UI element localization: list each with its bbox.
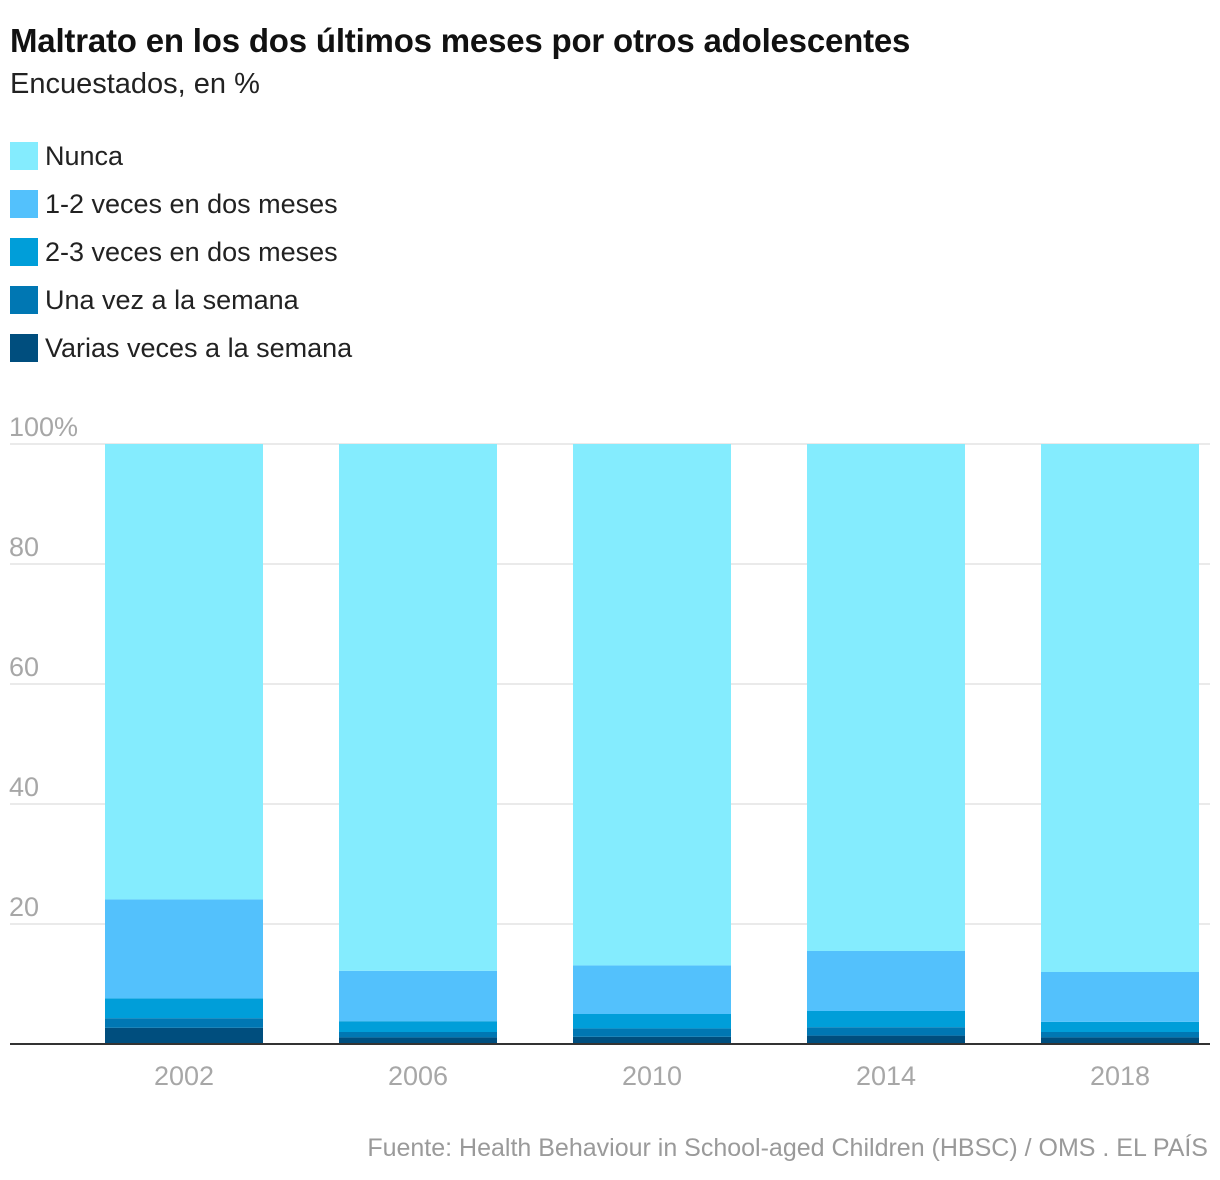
y-tick-label-20: 20 <box>9 892 39 922</box>
legend-swatch-una-vez-semana <box>10 286 38 314</box>
y-tick-label-80: 80 <box>9 532 39 562</box>
legend-item-1-2-veces: 1-2 veces en dos meses <box>10 180 352 228</box>
bar-2010-nunca <box>573 444 731 966</box>
bar-2010-2-3-veces-en-dos-meses <box>573 1014 731 1029</box>
y-tick-label-60: 60 <box>9 652 39 682</box>
x-tick-label-2018: 2018 <box>1090 1061 1150 1091</box>
stacked-bar-chart: 20 40 60 80 100% 2002 2006 2010 2014 2018 <box>9 412 1210 1091</box>
y-tick-label-40: 40 <box>9 772 39 802</box>
bar-2002-1-2-veces-en-dos-meses <box>105 899 263 999</box>
bar-2002-una-vez-a-la-semana <box>105 1018 263 1028</box>
legend-swatch-nunca <box>10 142 38 170</box>
legend-item-nunca: Nunca <box>10 132 352 180</box>
x-tick-label-2006: 2006 <box>388 1061 448 1091</box>
chart-subtitle: Encuestados, en % <box>10 68 260 100</box>
chart-title: Maltrato en los dos últimos meses por ot… <box>10 22 911 59</box>
bar-2006-1-2-veces-en-dos-meses <box>339 970 497 1022</box>
legend-swatch-1-2-veces <box>10 190 38 218</box>
legend-label-1-2-veces: 1-2 veces en dos meses <box>45 188 338 219</box>
legend-item-varias-veces-semana: Varias veces a la semana <box>10 324 352 372</box>
bar-2014-nunca <box>807 444 965 951</box>
bar-2018-2-3-veces-en-dos-meses <box>1041 1021 1199 1032</box>
bar-2014-varias-veces-a-la-semana <box>807 1035 965 1044</box>
x-tick-label-2014: 2014 <box>856 1061 916 1091</box>
bar-2010-1-2-veces-en-dos-meses <box>573 965 731 1014</box>
bar-2010-varias-veces-a-la-semana <box>573 1036 731 1044</box>
legend-label-2-3-veces: 2-3 veces en dos meses <box>45 236 338 267</box>
legend-item-una-vez-semana: Una vez a la semana <box>10 276 352 324</box>
bar-2014-1-2-veces-en-dos-meses <box>807 951 965 1011</box>
bar-2018-varias-veces-a-la-semana <box>1041 1037 1199 1044</box>
bar-2014-una-vez-a-la-semana <box>807 1027 965 1036</box>
bar-2006-nunca <box>339 444 497 971</box>
bar-2002-varias-veces-a-la-semana <box>105 1027 263 1044</box>
legend-swatch-2-3-veces <box>10 238 38 266</box>
bar-2018-una-vez-a-la-semana <box>1041 1032 1199 1038</box>
bar-2002-2-3-veces-en-dos-meses <box>105 998 263 1019</box>
source-note: Fuente: Health Behaviour in School-aged … <box>367 1134 1208 1162</box>
legend-item-2-3-veces: 2-3 veces en dos meses <box>10 228 352 276</box>
legend-swatch-varias-veces-semana <box>10 334 38 362</box>
legend-label-varias-veces-semana: Varias veces a la semana <box>45 332 353 363</box>
bar-2006-una-vez-a-la-semana <box>339 1032 497 1038</box>
x-tick-label-2010: 2010 <box>622 1061 682 1091</box>
bar-2018-1-2-veces-en-dos-meses <box>1041 972 1199 1022</box>
bar-2006-varias-veces-a-la-semana <box>339 1037 497 1044</box>
legend-label-nunca: Nunca <box>45 140 124 171</box>
bar-2014-2-3-veces-en-dos-meses <box>807 1011 965 1028</box>
chart-legend: Nunca 1-2 veces en dos meses 2-3 veces e… <box>10 132 352 372</box>
legend-label-una-vez-semana: Una vez a la semana <box>45 284 299 315</box>
x-tick-label-2002: 2002 <box>154 1061 214 1091</box>
y-tick-label-100: 100% <box>9 412 78 442</box>
bar-2006-2-3-veces-en-dos-meses <box>339 1021 497 1032</box>
bar-2010-una-vez-a-la-semana <box>573 1028 731 1037</box>
bar-2002-nunca <box>105 444 263 900</box>
bar-2018-nunca <box>1041 444 1199 972</box>
